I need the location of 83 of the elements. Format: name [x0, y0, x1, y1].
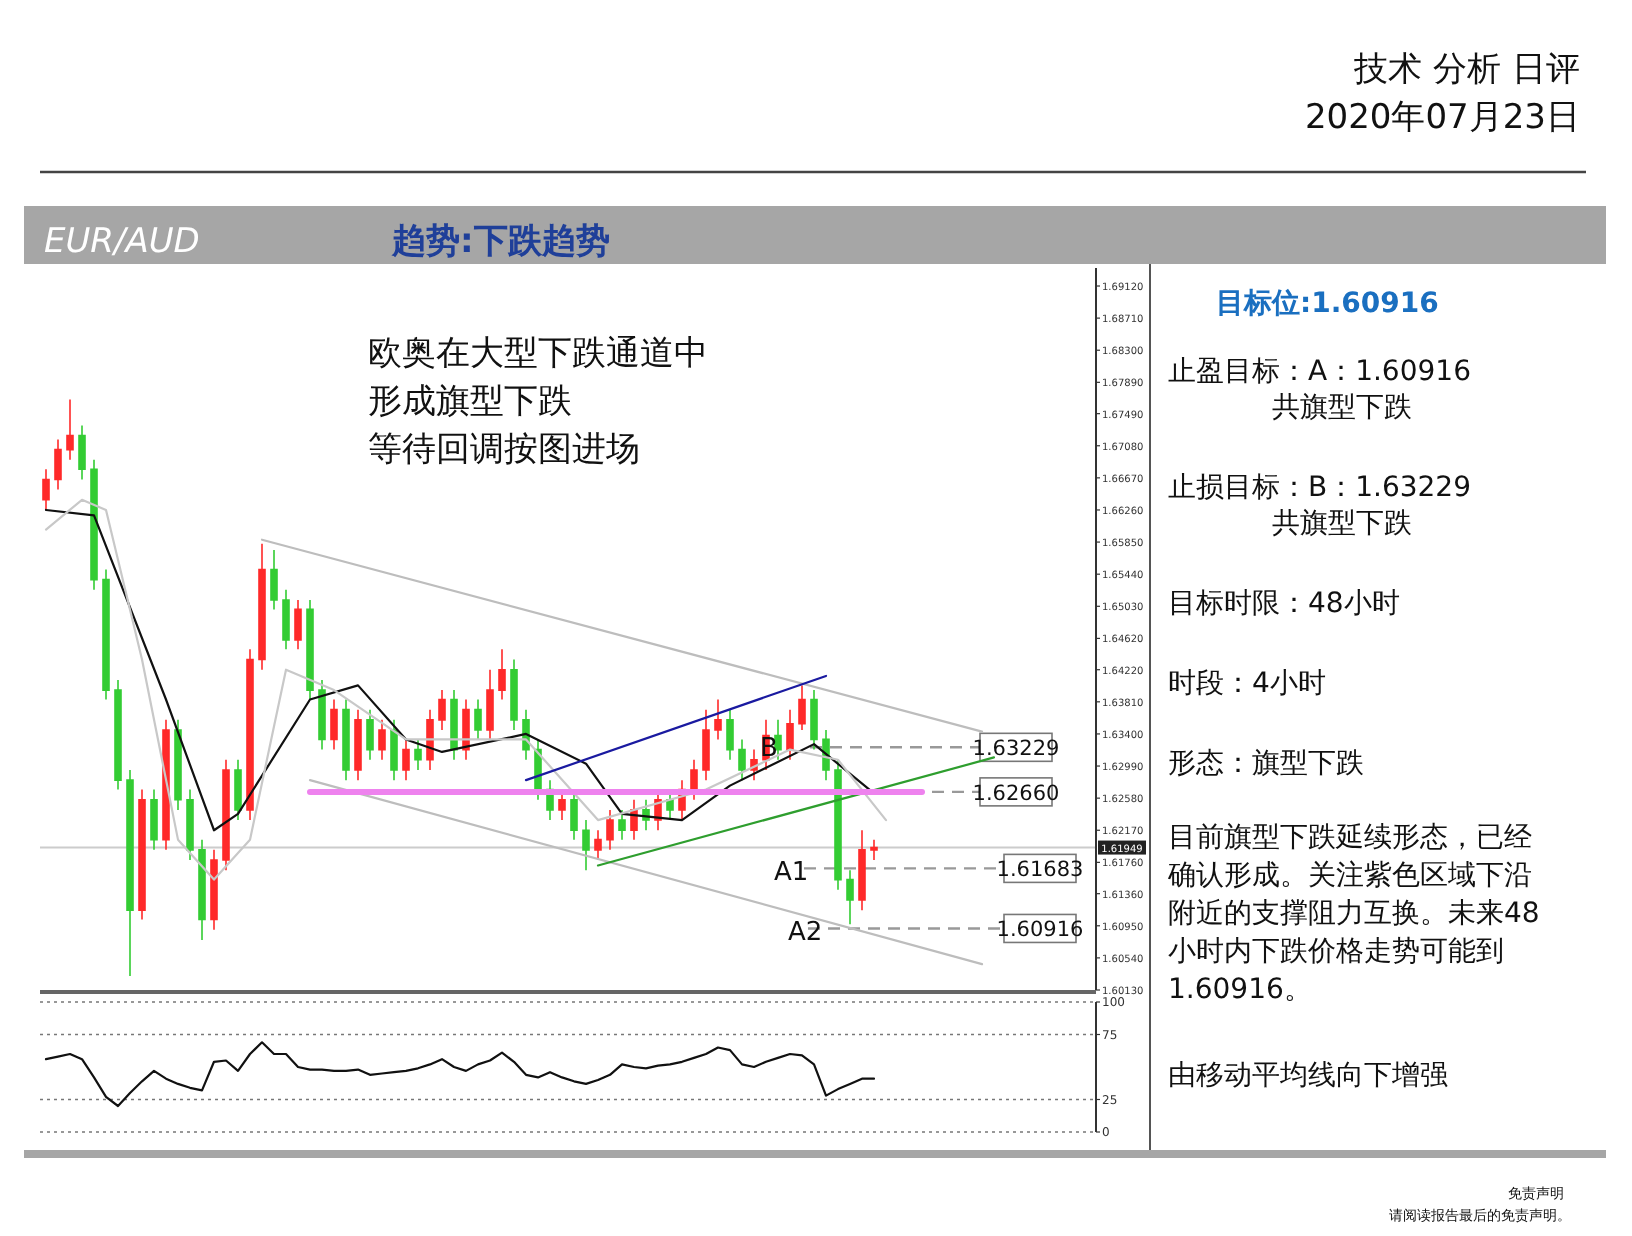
ref-line-label: 1.61683 [996, 858, 1084, 883]
text: 形态：旗型下跌 [1168, 748, 1364, 780]
text: 附近的支撑阻力互换。未来48 [1168, 898, 1540, 930]
text: 目标时限：48小时 [1168, 588, 1400, 620]
ref-line-label: 1.63229 [972, 737, 1060, 762]
text: 共旗型下跌 [1272, 508, 1412, 540]
candlestick [594, 829, 602, 861]
candlestick [150, 788, 158, 851]
candlestick [618, 809, 626, 841]
ref-line-label: 1.62660 [972, 781, 1060, 806]
candlestick [270, 549, 278, 611]
candlestick [438, 689, 446, 731]
candlestick [402, 738, 410, 781]
text: 共旗型下跌 [1272, 392, 1412, 424]
candlestick [702, 708, 710, 781]
candlestick [222, 758, 230, 871]
candlestick [114, 679, 122, 791]
candlestick [138, 788, 146, 921]
candlestick [714, 698, 722, 741]
text: 止损目标：B：1.63229 [1168, 472, 1471, 504]
annotation: A2 [788, 918, 823, 948]
text: 由移动平均线向下增强 [1168, 1060, 1448, 1092]
candlestick [306, 599, 314, 701]
candlestick [90, 459, 98, 591]
candlestick [858, 829, 866, 911]
candlestick [498, 648, 506, 701]
candlestick [342, 698, 350, 781]
candlestick [870, 838, 878, 861]
text: 时段：4小时 [1168, 668, 1326, 700]
candlestick [510, 658, 518, 731]
candlestick [258, 542, 266, 671]
chart-subtitle: 趋势:下跌趋势 [390, 222, 610, 262]
text: 2020年07月23日 [1304, 98, 1580, 138]
candlestick [102, 568, 110, 701]
chart-title: EUR/AUD [44, 222, 200, 262]
candlestick [450, 689, 458, 761]
candlestick [174, 719, 182, 811]
annotation: 形成旗型下跌 [368, 382, 572, 422]
candlestick [390, 719, 398, 781]
candlestick [42, 468, 50, 511]
text: 确认形成。关注紫色区域下沿 [1166, 860, 1532, 892]
candlestick [78, 424, 86, 481]
ref-line-label: 1.60916 [996, 918, 1085, 943]
candlestick [414, 738, 422, 771]
candlestick [162, 719, 170, 851]
candlestick [834, 758, 842, 891]
candlestick [318, 679, 326, 751]
candlestick [54, 438, 62, 491]
line-series [44, 1041, 876, 1108]
candlestick [810, 689, 818, 751]
candlestick [126, 769, 134, 977]
annotation: 欧奥在大型下跌通道中 [368, 334, 708, 374]
candlestick [354, 708, 362, 781]
text: 小时内下跌价格走势可能到 [1168, 936, 1504, 968]
candlestick [798, 684, 806, 731]
candlestick [474, 698, 482, 741]
candlestick [294, 599, 302, 651]
candlestick [282, 589, 290, 651]
candlestick [234, 758, 242, 821]
candlestick [846, 869, 854, 926]
candlestick [246, 648, 254, 821]
line-series [44, 508, 876, 832]
text: 技术 分析 日评 [1352, 50, 1580, 90]
candlestick [738, 738, 746, 781]
annotation: 等待回调按图进场 [368, 430, 640, 470]
text: 目标位:1.60916 [1216, 288, 1439, 320]
candlestick [330, 698, 338, 751]
text: 1.60916。 [1168, 974, 1312, 1006]
candlestick [210, 849, 218, 931]
candlestick [726, 708, 734, 761]
text: 止盈目标：A：1.60916 [1168, 356, 1472, 388]
candlestick [486, 668, 494, 741]
candlestick [66, 398, 74, 461]
annotation: A1 [774, 858, 809, 888]
candlestick [690, 758, 698, 801]
candlestick [786, 708, 794, 761]
text: 目前旗型下跌延续形态，已经 [1168, 822, 1532, 854]
candlestick [378, 719, 386, 761]
candlestick [366, 708, 374, 761]
candlestick [198, 838, 206, 941]
candlestick [606, 809, 614, 851]
candlestick [582, 819, 590, 871]
candlestick [186, 788, 194, 861]
